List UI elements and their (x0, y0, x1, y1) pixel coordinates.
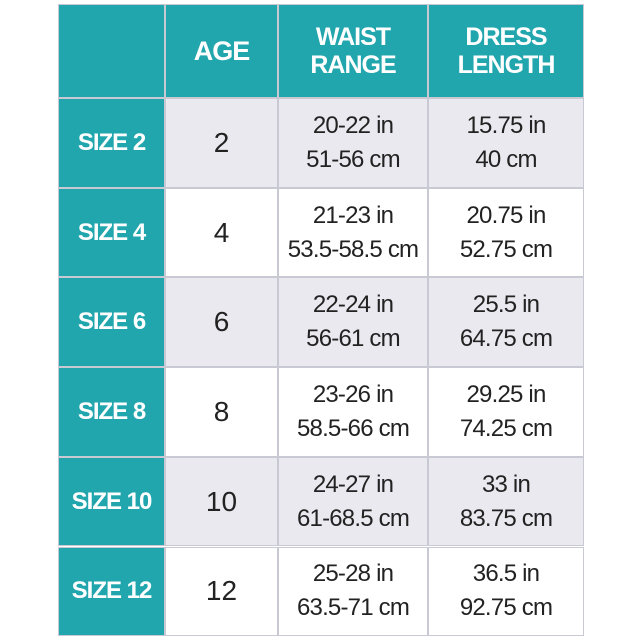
age-value: 12 (205, 575, 238, 607)
size-label: SIZE 2 (77, 128, 146, 156)
waist-line: 58.5-66 cm (296, 414, 410, 442)
size-cell: SIZE 8 (58, 367, 165, 457)
waist-cell: 24-27 in 61-68.5 cm (278, 456, 428, 547)
length-line: 25.5 in (472, 291, 540, 319)
age-cell: 8 (165, 367, 278, 457)
waist-line: 63.5-71 cm (296, 594, 410, 622)
header-cell: WAIST RANGE (278, 4, 428, 98)
size-cell: SIZE 10 (58, 456, 165, 547)
waist-cell: 22-24 in 56-61 cm (278, 277, 428, 368)
size-cell: SIZE 4 (58, 187, 165, 278)
size-cell: SIZE 2 (58, 98, 165, 188)
header-text: DRESS LENGTH (457, 23, 556, 79)
waist-cell: 21-23 in 53.5-58.5 cm (278, 187, 428, 278)
size-label: SIZE 12 (71, 577, 153, 605)
size-label: SIZE 8 (77, 397, 146, 425)
size-label: SIZE 4 (77, 218, 146, 246)
age-cell: 10 (165, 456, 278, 547)
age-cell: 2 (165, 98, 278, 188)
waist-line: 21-23 in (312, 201, 394, 229)
header-text: AGE (193, 36, 251, 66)
waist-line: 25-28 in (312, 560, 394, 588)
age-cell: 6 (165, 277, 278, 368)
length-cell: 29.25 in 74.25 cm (428, 367, 584, 457)
age-value: 2 (213, 126, 230, 158)
size-cell: SIZE 6 (58, 277, 165, 368)
size-cell: SIZE 12 (58, 546, 165, 637)
age-value: 8 (213, 395, 230, 427)
age-value: 10 (205, 485, 238, 517)
length-line: 92.75 cm (459, 594, 553, 622)
waist-line: 24-27 in (312, 470, 394, 498)
length-line: 83.75 cm (459, 504, 553, 532)
length-line: 29.25 in (466, 380, 546, 408)
waist-line: 22-24 in (312, 291, 394, 319)
length-cell: 20.75 in 52.75 cm (428, 187, 584, 278)
waist-line: 51-56 cm (306, 145, 400, 173)
header-text: WAIST RANGE (310, 23, 396, 79)
length-cell: 15.75 in 40 cm (428, 98, 584, 188)
size-label: SIZE 10 (71, 487, 153, 515)
length-line: 15.75 in (466, 111, 546, 139)
corner-cell (58, 4, 165, 98)
age-value: 4 (213, 216, 230, 248)
length-line: 64.75 cm (459, 325, 553, 353)
waist-line: 56-61 cm (306, 325, 400, 353)
length-line: 74.25 cm (459, 414, 553, 442)
waist-line: 61-68.5 cm (296, 504, 410, 532)
length-line: 20.75 in (466, 201, 546, 229)
length-line: 40 cm (475, 145, 537, 173)
length-cell: 33 in 83.75 cm (428, 456, 584, 547)
age-value: 6 (213, 306, 230, 338)
waist-line: 23-26 in (312, 380, 394, 408)
header-cell: DRESS LENGTH (428, 4, 584, 98)
length-line: 36.5 in (472, 560, 540, 588)
length-line: 52.75 cm (459, 235, 553, 263)
size-label: SIZE 6 (77, 308, 146, 336)
length-cell: 36.5 in 92.75 cm (428, 546, 584, 637)
age-cell: 12 (165, 546, 278, 637)
length-line: 33 in (481, 470, 531, 498)
waist-line: 20-22 in (312, 111, 394, 139)
age-cell: 4 (165, 187, 278, 278)
length-cell: 25.5 in 64.75 cm (428, 277, 584, 368)
waist-cell: 20-22 in 51-56 cm (278, 98, 428, 188)
waist-cell: 25-28 in 63.5-71 cm (278, 546, 428, 637)
waist-cell: 23-26 in 58.5-66 cm (278, 367, 428, 457)
header-cell: AGE (165, 4, 278, 98)
waist-line: 53.5-58.5 cm (287, 235, 419, 263)
